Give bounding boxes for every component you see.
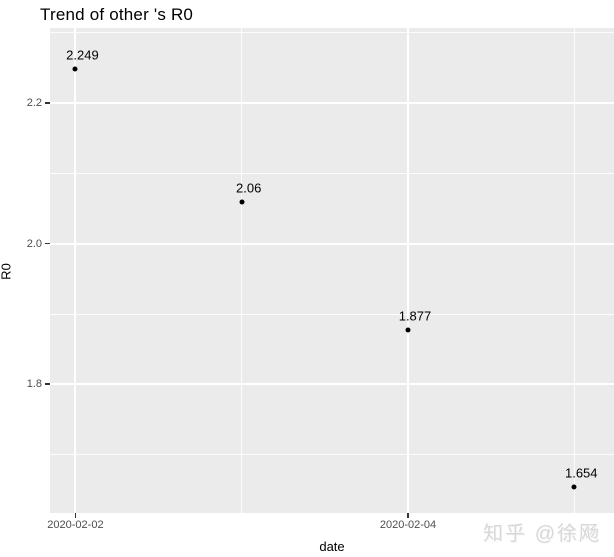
- gridline-major-vertical: [406, 28, 409, 513]
- gridline-minor-horizontal: [50, 313, 614, 315]
- gridline-minor-vertical: [241, 28, 243, 513]
- x-tick-label: 2020-02-02: [47, 519, 104, 531]
- data-point-label: 1.654: [564, 465, 598, 481]
- x-axis-title: date: [319, 539, 345, 554]
- data-point: [571, 484, 577, 490]
- x-tick-mark: [407, 513, 409, 518]
- y-tick-mark: [45, 102, 50, 104]
- y-tick-label: 2.0: [26, 237, 42, 250]
- y-tick-label: 1.8: [26, 378, 42, 391]
- data-point-label: 1.877: [398, 308, 432, 324]
- y-tick-mark: [45, 383, 50, 385]
- watermark: 知乎 @徐飏: [483, 523, 601, 545]
- data-point: [239, 199, 245, 205]
- y-axis-title: R0: [0, 263, 14, 280]
- data-point-label: 2.06: [236, 180, 262, 196]
- x-tick-label: 2020-02-04: [379, 519, 437, 531]
- gridline-major-vertical: [74, 28, 77, 513]
- gridline-minor-vertical: [573, 28, 575, 513]
- data-point: [72, 66, 78, 72]
- gridline-minor-horizontal: [50, 454, 614, 456]
- gridline-major-horizontal: [50, 242, 614, 245]
- gridline-major-horizontal: [50, 102, 614, 105]
- chart-title: Trend of other 's R0: [40, 5, 194, 24]
- y-tick-label: 2.2: [26, 97, 42, 110]
- data-point-label: 2.249: [66, 47, 99, 63]
- gridline-major-horizontal: [50, 383, 614, 386]
- plot-panel: 2.249 2.06 1.877 1.654: [50, 28, 614, 513]
- x-axis-title-row: date: [0, 539, 614, 554]
- gridline-minor-horizontal: [50, 32, 614, 34]
- data-point: [405, 327, 411, 333]
- x-tick-mark: [74, 513, 77, 518]
- y-tick-mark: [45, 242, 50, 245]
- gridline-minor-horizontal: [50, 173, 614, 174]
